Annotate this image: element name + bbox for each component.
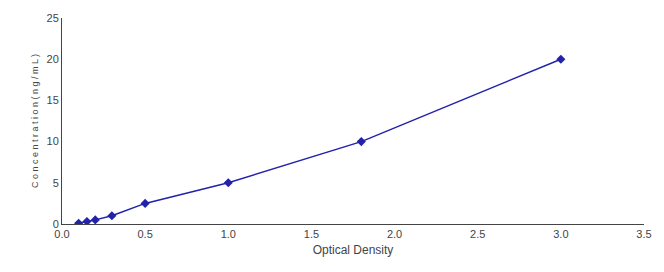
- svg-text:3.5: 3.5: [636, 228, 651, 240]
- svg-text:0.5: 0.5: [137, 228, 152, 240]
- svg-text:C o n c e n t r a t i o n ( n: C o n c e n t r a t i o n ( n g / m L ): [30, 54, 40, 188]
- svg-text:2.0: 2.0: [387, 228, 402, 240]
- svg-text:0: 0: [53, 218, 59, 230]
- svg-text:Optical Density: Optical Density: [313, 243, 394, 257]
- svg-text:2.5: 2.5: [470, 228, 485, 240]
- svg-text:5: 5: [53, 177, 59, 189]
- svg-text:20: 20: [47, 53, 59, 65]
- svg-text:10: 10: [47, 135, 59, 147]
- svg-text:1.5: 1.5: [304, 228, 319, 240]
- svg-text:15: 15: [47, 94, 59, 106]
- svg-text:0.0: 0.0: [54, 228, 69, 240]
- svg-text:3.0: 3.0: [553, 228, 568, 240]
- svg-text:1.0: 1.0: [221, 228, 236, 240]
- svg-text:25: 25: [47, 12, 59, 24]
